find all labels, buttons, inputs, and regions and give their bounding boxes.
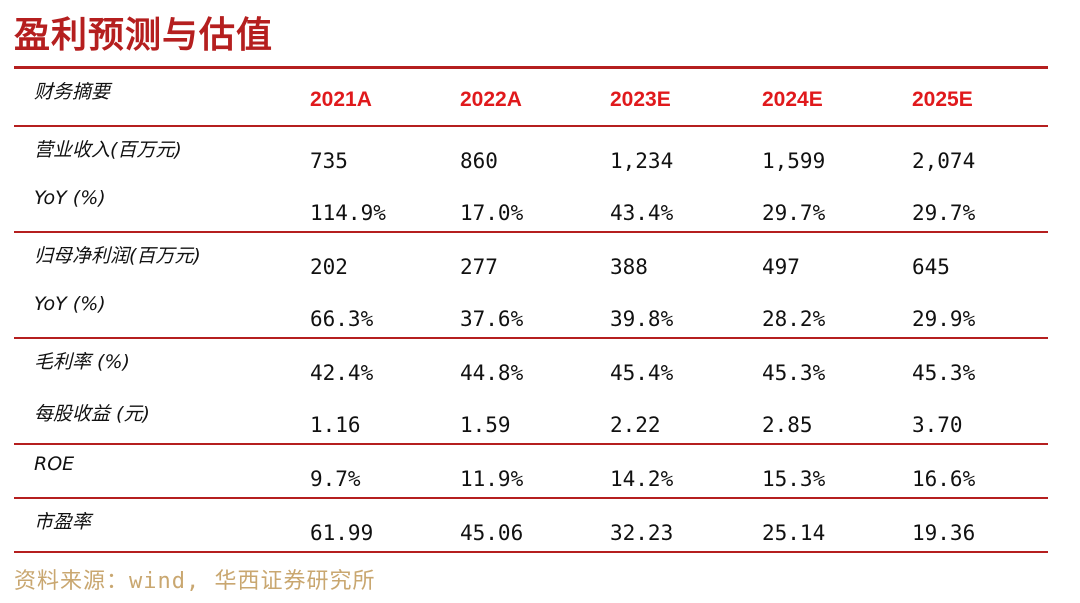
- table-cell: 42.4%: [310, 361, 374, 385]
- table-cell: 860: [460, 149, 498, 173]
- table-cell: 1,599: [762, 149, 826, 173]
- table-group-net-profit: 归母净利润(百万元) 202 277 388 497 645 YoY (%) 6…: [14, 233, 1048, 339]
- table-cell: 28.2%: [762, 307, 826, 331]
- table-cell: 388: [610, 255, 648, 279]
- table-row: 归母净利润(百万元) 202 277 388 497 645: [14, 233, 1048, 285]
- table-cell: 202: [310, 255, 348, 279]
- row-label: 营业收入(百万元): [34, 139, 182, 161]
- source-note: 资料来源：wind, 华西证券研究所: [14, 569, 376, 594]
- table-cell: 29.7%: [912, 201, 976, 225]
- table-cell: 29.7%: [762, 201, 826, 225]
- table-row: YoY (%) 114.9% 17.0% 43.4% 29.7% 29.7%: [14, 179, 1048, 231]
- financial-summary-table: 财务摘要 2021A 2022A 2023E 2024E 2025E 营业收入(…: [14, 69, 1048, 553]
- table-cell: 3.70: [912, 413, 963, 437]
- year-header: 2021A: [310, 88, 372, 111]
- table-group-pe: 市盈率 61.99 45.06 32.23 25.14 19.36: [14, 499, 1048, 553]
- table-group-revenue: 营业收入(百万元) 735 860 1,234 1,599 2,074 YoY …: [14, 127, 1048, 233]
- table-cell: 14.2%: [610, 467, 674, 491]
- year-header: 2022A: [460, 88, 522, 111]
- row-label: ROE: [34, 453, 75, 475]
- table-cell: 29.9%: [912, 307, 976, 331]
- table-cell: 277: [460, 255, 498, 279]
- table-cell: 16.6%: [912, 467, 976, 491]
- row-label: 市盈率: [34, 511, 92, 533]
- table-cell: 735: [310, 149, 348, 173]
- table-cell: 45.3%: [912, 361, 976, 385]
- table-cell: 114.9%: [310, 201, 386, 225]
- table-cell: 2.85: [762, 413, 813, 437]
- table-cell: 9.7%: [310, 467, 361, 491]
- header-row: 财务摘要 2021A 2022A 2023E 2024E 2025E: [14, 69, 1048, 125]
- table-cell: 61.99: [310, 521, 374, 545]
- table-cell: 11.9%: [460, 467, 524, 491]
- table-row: 营业收入(百万元) 735 860 1,234 1,599 2,074: [14, 127, 1048, 179]
- table-cell: 45.06: [460, 521, 524, 545]
- table-cell: 45.3%: [762, 361, 826, 385]
- table-header: 财务摘要 2021A 2022A 2023E 2024E 2025E: [14, 69, 1048, 127]
- table-cell: 1,234: [610, 149, 674, 173]
- table-cell: 25.14: [762, 521, 826, 545]
- table-cell: 32.23: [610, 521, 674, 545]
- table-cell: 17.0%: [460, 201, 524, 225]
- table-group-margin-eps: 毛利率 (%) 42.4% 44.8% 45.4% 45.3% 45.3% 每股…: [14, 339, 1048, 445]
- table-cell: 1.59: [460, 413, 511, 437]
- table-cell: 39.8%: [610, 307, 674, 331]
- table-row: 每股收益 (元) 1.16 1.59 2.22 2.85 3.70: [14, 391, 1048, 443]
- table-cell: 497: [762, 255, 800, 279]
- table-cell: 43.4%: [610, 201, 674, 225]
- table-cell: 2.22: [610, 413, 661, 437]
- row-label: 毛利率 (%): [34, 351, 130, 373]
- row-label: 每股收益 (元): [34, 403, 150, 425]
- table-group-roe: ROE 9.7% 11.9% 14.2% 15.3% 16.6%: [14, 445, 1048, 499]
- top-divider: [14, 66, 1048, 69]
- table-row: 市盈率 61.99 45.06 32.23 25.14 19.36: [14, 499, 1048, 551]
- year-header: 2025E: [912, 88, 973, 111]
- table-cell: 45.4%: [610, 361, 674, 385]
- table-row: 毛利率 (%) 42.4% 44.8% 45.4% 45.3% 45.3%: [14, 339, 1048, 391]
- table-row: YoY (%) 66.3% 37.6% 39.8% 28.2% 29.9%: [14, 285, 1048, 337]
- table-cell: 66.3%: [310, 307, 374, 331]
- year-header: 2023E: [610, 88, 671, 111]
- row-label: YoY (%): [34, 187, 106, 209]
- table-cell: 645: [912, 255, 950, 279]
- table-cell: 19.36: [912, 521, 976, 545]
- year-header: 2024E: [762, 88, 823, 111]
- table-cell: 2,074: [912, 149, 976, 173]
- table-row: ROE 9.7% 11.9% 14.2% 15.3% 16.6%: [14, 445, 1048, 497]
- row-label: 归母净利润(百万元): [34, 245, 201, 267]
- table-cell: 1.16: [310, 413, 361, 437]
- row-label: YoY (%): [34, 293, 106, 315]
- table-cell: 15.3%: [762, 467, 826, 491]
- table-cell: 44.8%: [460, 361, 524, 385]
- page-title: 盈利预测与估值: [14, 14, 274, 56]
- header-label: 财务摘要: [34, 81, 111, 103]
- table-cell: 37.6%: [460, 307, 524, 331]
